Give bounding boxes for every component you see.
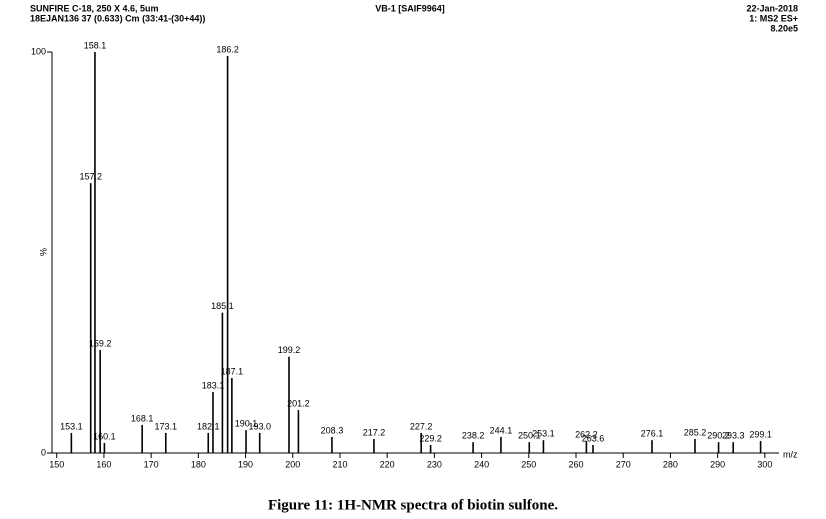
header-left: 18EJAN136 37 (0.633) Cm (33:41-(30+44)) — [30, 13, 205, 23]
x-tick-label: 280 — [663, 459, 678, 469]
peak-label: 285.2 — [684, 427, 707, 437]
x-axis-label: m/z — [783, 449, 798, 459]
chart-title: VB-1 [SAIF9964] — [375, 3, 445, 13]
x-tick-label: 220 — [380, 459, 395, 469]
peak-label: 173.1 — [155, 421, 178, 431]
peak-label: 238.2 — [462, 431, 485, 441]
x-tick-label: 190 — [238, 459, 253, 469]
peak-label: 227.2 — [410, 421, 433, 431]
peak-label: 250.1 — [518, 431, 541, 441]
x-tick-label: 250 — [521, 459, 536, 469]
peak-label: 185.1 — [211, 301, 234, 311]
x-tick-label: 170 — [144, 459, 159, 469]
peak-label: 290.2 — [707, 431, 730, 441]
peak-label: 276.1 — [641, 429, 664, 439]
peak-label: 182.1 — [197, 421, 220, 431]
header-right: 22-Jan-2018 — [746, 3, 798, 13]
peak-label: 187.1 — [221, 366, 244, 376]
x-tick-label: 150 — [49, 459, 64, 469]
x-tick-label: 230 — [427, 459, 442, 469]
peak-label: 153.1 — [60, 421, 83, 431]
header-right: 1: MS2 ES+ — [749, 13, 798, 23]
peak-label: 168.1 — [131, 413, 154, 423]
y-axis-label: % — [38, 248, 48, 256]
x-tick-label: 210 — [332, 459, 347, 469]
peak-label: 253.1 — [532, 429, 555, 439]
peak-label: 186.2 — [216, 44, 239, 54]
peak-label: 190.1 — [235, 419, 258, 429]
y-tick-label: 100 — [31, 46, 46, 56]
header-right: 8.20e5 — [770, 23, 798, 33]
peak-label: 199.2 — [278, 345, 301, 355]
peak-label: 293.3 — [722, 431, 745, 441]
x-tick-label: 300 — [757, 459, 772, 469]
x-tick-label: 240 — [474, 459, 489, 469]
peak-label: 217.2 — [363, 427, 386, 437]
peak-label: 183.1 — [202, 380, 225, 390]
x-tick-label: 200 — [285, 459, 300, 469]
x-tick-label: 180 — [191, 459, 206, 469]
x-tick-label: 160 — [96, 459, 111, 469]
header-left: SUNFIRE C-18, 250 X 4.6, 5um — [30, 3, 159, 13]
peak-label: 201.2 — [287, 398, 310, 408]
peak-label: 299.1 — [749, 429, 772, 439]
x-tick-label: 270 — [616, 459, 631, 469]
peak-label: 158.1 — [84, 40, 107, 50]
peak-label: 159.2 — [89, 338, 112, 348]
x-tick-label: 260 — [568, 459, 583, 469]
peak-label: 193.0 — [248, 421, 271, 431]
x-tick-label: 290 — [710, 459, 725, 469]
peak-label: 263.6 — [582, 433, 605, 443]
peak-label: 157.2 — [79, 172, 102, 182]
y-tick-label: 0 — [41, 447, 46, 457]
caption: Figure 11: 1H-NMR spectra of biotin sulf… — [268, 497, 558, 513]
peak-label: 229.2 — [419, 433, 442, 443]
peak-label: 160.1 — [93, 431, 116, 441]
peak-label: 262.2 — [575, 429, 598, 439]
peak-label: 208.3 — [321, 425, 344, 435]
peak-label: 244.1 — [490, 425, 513, 435]
